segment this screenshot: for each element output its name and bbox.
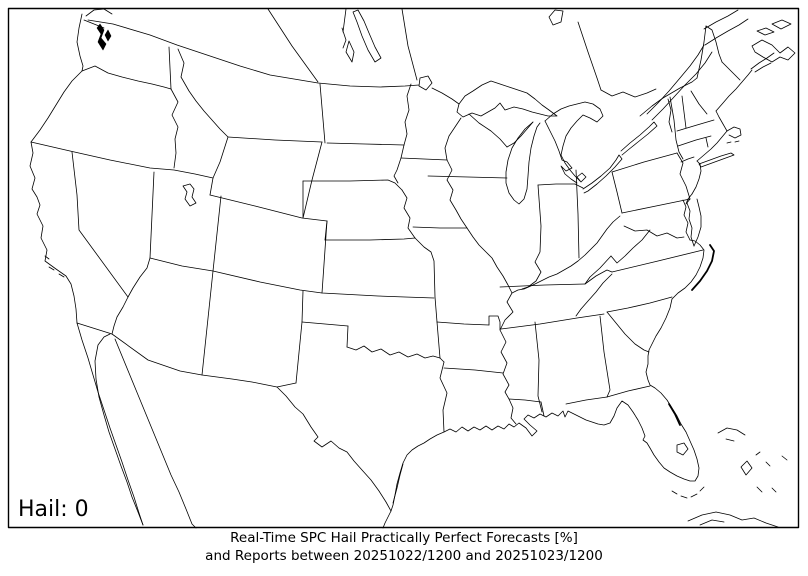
pacific-coastline (29, 13, 112, 324)
caribbean-islands (687, 427, 788, 528)
canada-borders (83, 8, 796, 121)
western-state-borders (30, 46, 435, 376)
gulf-atlantic-coastline (390, 69, 753, 512)
midwest-state-borders (427, 113, 691, 294)
plains-state-borders (276, 83, 513, 433)
mexico-borders (76, 322, 392, 529)
figure-caption: Real-Time SPC Hail Practically Perfect F… (0, 529, 808, 565)
florida-features (668, 403, 705, 499)
northeast-state-borders (662, 25, 742, 168)
caption-line-2: and Reports between 20251022/1200 and 20… (205, 548, 603, 564)
great-lakes (456, 80, 658, 205)
southeast-state-borders (443, 225, 704, 425)
caption-line-1: Real-Time SPC Hail Practically Perfect F… (230, 530, 578, 546)
hail-count-label: Hail: 0 (18, 497, 89, 522)
map-frame (7, 7, 800, 529)
